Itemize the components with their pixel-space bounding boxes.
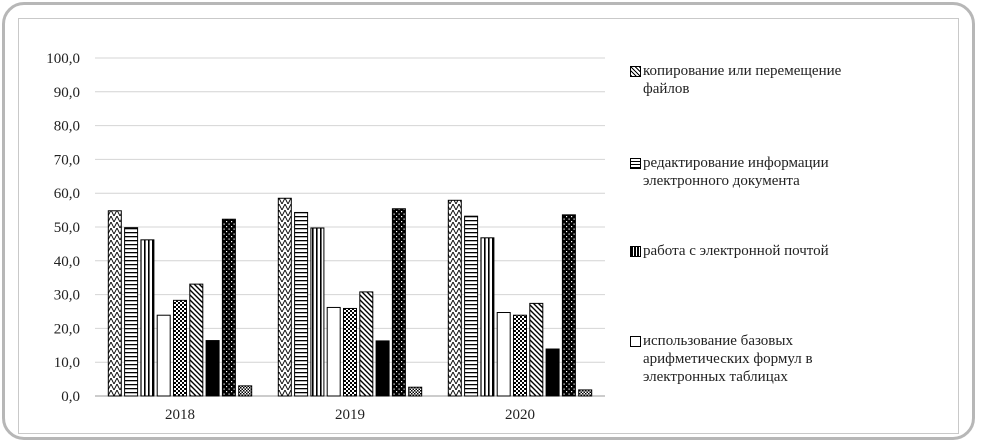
legend-label-2: работа с электронной почтой	[643, 243, 829, 259]
bar-2019-series-7	[375, 340, 390, 397]
bar-2020-series-6	[529, 302, 544, 397]
bar-2020-series-1	[447, 199, 462, 397]
bar-2018-series-7	[205, 340, 220, 397]
bar-2018-series-6	[189, 283, 204, 397]
legend-item-0: копирование или перемещение файлов	[630, 62, 883, 98]
y-tick-label: 10,0	[54, 355, 80, 371]
legend-label-3: использование базовых арифметических фор…	[643, 333, 813, 385]
bar-2019-series-9	[408, 386, 423, 397]
y-tick-label: 20,0	[54, 321, 80, 337]
y-tick-label: 80,0	[54, 119, 80, 135]
x-tick-label: 2018	[165, 407, 195, 423]
bars	[107, 197, 593, 397]
bar-2019-series-4	[326, 306, 341, 397]
bar-2018-series-4	[156, 314, 171, 397]
bar-2019-series-8	[391, 208, 406, 397]
legend-item-3: использование базовых арифметических фор…	[630, 332, 883, 386]
legend-label-1: редактирование информации электронного д…	[643, 155, 829, 189]
bar-2019-series-2	[294, 211, 309, 397]
bar-2019-series-5	[343, 307, 357, 397]
bar-2020-series-9	[578, 389, 593, 397]
legend-swatch-1	[630, 158, 641, 169]
legend-item-2: работа с электронной почтой	[630, 242, 883, 260]
x-tick-label: 2020	[505, 407, 535, 423]
bar-2019-series-3	[310, 227, 325, 397]
bar-2018-series-3	[140, 239, 155, 397]
legend-label-0: копирование или перемещение файлов	[643, 63, 842, 97]
y-tick-label: 0,0	[61, 389, 80, 405]
y-axis-ticks: 0,0 10,0 20,0 30,0 40,0 50,0 60,0 70,0 80,0 90,0 1…	[46, 51, 80, 405]
legend-swatch-2	[630, 246, 641, 257]
y-tick-label: 100,0	[46, 51, 80, 67]
y-tick-label: 60,0	[54, 186, 80, 202]
bar-2020-series-3	[480, 237, 495, 397]
y-tick-label: 90,0	[54, 85, 80, 101]
y-tick-label: 50,0	[54, 220, 80, 236]
x-tick-label: 2019	[335, 407, 365, 423]
x-axis-ticks: 2018 2019 2020	[165, 407, 535, 423]
legend-swatch-3	[630, 336, 641, 347]
bar-2020-series-8	[561, 214, 576, 397]
bar-2018-series-9	[238, 385, 253, 397]
bar-2020-series-7	[545, 348, 560, 397]
bar-2020-series-4	[496, 312, 511, 397]
bar-2019-series-1	[277, 197, 292, 397]
bar-2018-series-2	[124, 227, 139, 397]
bar-2020-series-5	[513, 314, 527, 397]
y-tick-label: 70,0	[54, 152, 80, 168]
bar-2018-series-5	[173, 299, 187, 397]
legend-item-1: редактирование информации электронного д…	[630, 154, 883, 190]
bar-2020-series-2	[464, 215, 479, 397]
bar-2019-series-6	[359, 291, 374, 397]
legend-swatch-0	[630, 66, 641, 77]
bar-2018-series-8	[221, 218, 236, 397]
bar-2018-series-1	[107, 210, 122, 397]
y-tick-label: 30,0	[54, 288, 80, 304]
y-tick-label: 40,0	[54, 254, 80, 270]
